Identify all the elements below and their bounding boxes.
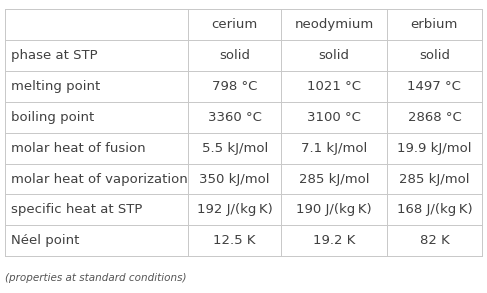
Text: 285 kJ/mol: 285 kJ/mol <box>399 173 469 185</box>
Text: 5.5 kJ/mol: 5.5 kJ/mol <box>202 142 268 154</box>
Text: solid: solid <box>219 49 250 62</box>
Text: cerium: cerium <box>211 18 258 31</box>
Text: 350 kJ/mol: 350 kJ/mol <box>200 173 270 185</box>
Text: 168 J/(kg K): 168 J/(kg K) <box>396 203 472 217</box>
Text: 192 J/(kg K): 192 J/(kg K) <box>197 203 273 217</box>
Text: molar heat of vaporization: molar heat of vaporization <box>11 173 187 185</box>
Text: Néel point: Néel point <box>11 234 79 247</box>
Text: erbium: erbium <box>411 18 458 31</box>
Text: molar heat of fusion: molar heat of fusion <box>11 142 145 154</box>
Text: specific heat at STP: specific heat at STP <box>11 203 142 217</box>
Text: 285 kJ/mol: 285 kJ/mol <box>299 173 369 185</box>
Text: 3360 °C: 3360 °C <box>208 111 262 124</box>
Text: (properties at standard conditions): (properties at standard conditions) <box>5 272 187 283</box>
Text: solid: solid <box>419 49 450 62</box>
Text: 12.5 K: 12.5 K <box>213 234 256 247</box>
Text: phase at STP: phase at STP <box>11 49 97 62</box>
Text: neodymium: neodymium <box>294 18 374 31</box>
Text: 798 °C: 798 °C <box>212 80 258 93</box>
Text: 1497 °C: 1497 °C <box>408 80 461 93</box>
Text: 2868 °C: 2868 °C <box>408 111 461 124</box>
Text: 7.1 kJ/mol: 7.1 kJ/mol <box>301 142 367 154</box>
Text: 190 J/(kg K): 190 J/(kg K) <box>296 203 372 217</box>
Text: boiling point: boiling point <box>11 111 94 124</box>
Text: 19.9 kJ/mol: 19.9 kJ/mol <box>397 142 471 154</box>
Text: solid: solid <box>318 49 350 62</box>
Text: 1021 °C: 1021 °C <box>307 80 361 93</box>
Text: melting point: melting point <box>11 80 100 93</box>
Text: 19.2 K: 19.2 K <box>313 234 355 247</box>
Text: 3100 °C: 3100 °C <box>307 111 361 124</box>
Text: 82 K: 82 K <box>419 234 450 247</box>
